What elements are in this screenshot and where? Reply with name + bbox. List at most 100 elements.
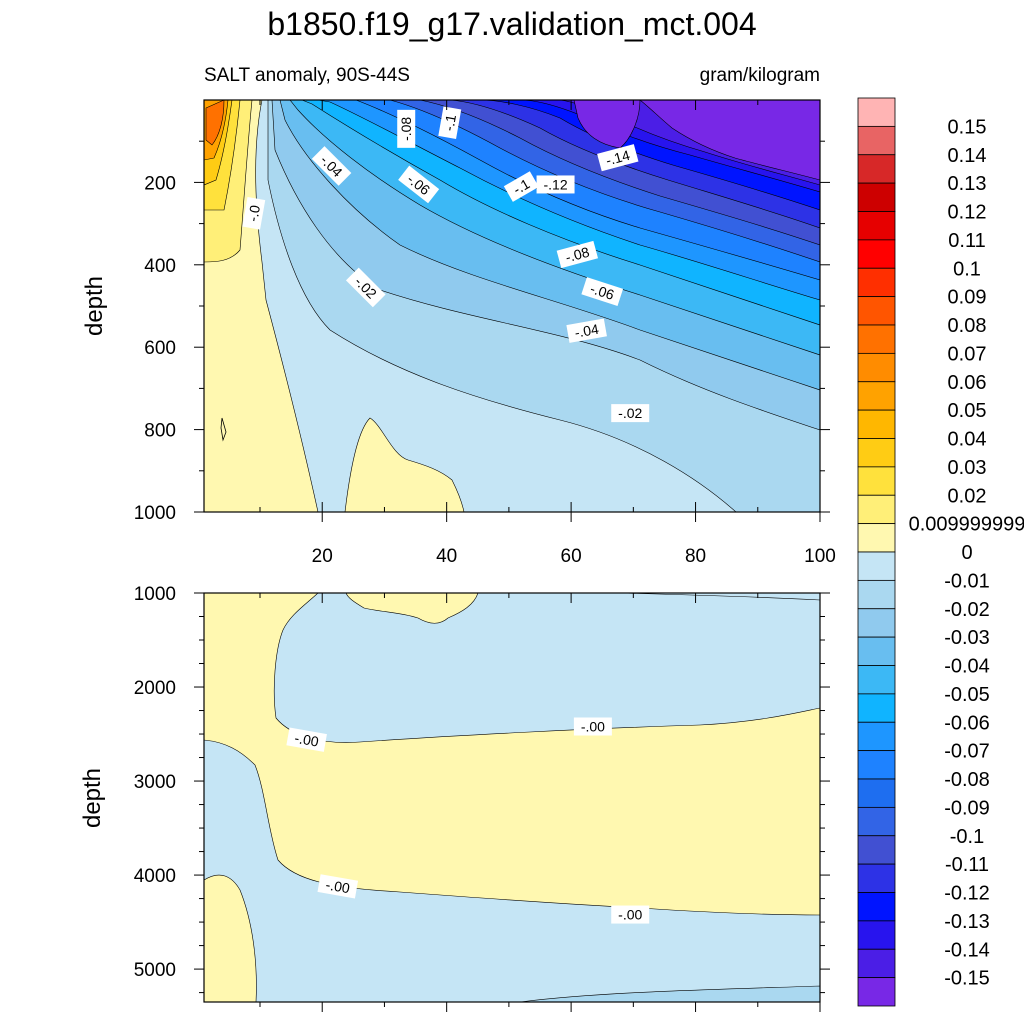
y-tick-label: 1000 [134,503,176,524]
contour-label: -.08 [397,109,416,148]
y-tick-label: 2000 [134,678,176,699]
colorbar-label: 0.009999999 [909,514,1024,536]
colorbar-swatch [857,267,896,298]
colorbar-swatch [857,239,896,269]
lower-depth-panel: -.00 -.00 -.00 -.00 1000 2000 3000 4000 5000 de… [79,584,830,1012]
lower-fill-zero-bottom [204,874,257,1002]
colorbar-swatch [857,665,896,695]
colorbar-swatch [857,381,896,411]
colorbar-label: -0.02 [944,599,990,621]
contour-label-box [438,106,462,139]
contour-label-text: -.1 [510,175,532,197]
y-tick-label: 600 [144,338,176,359]
colorbar-swatch [857,778,896,808]
colorbar-label: 0.15 [948,116,987,138]
contour-label-text: -.0 [244,204,263,223]
colorbar-label: 0.09 [948,287,987,309]
contour-label-text: -.06 [588,280,616,303]
y-tick-label: 200 [144,173,176,194]
chart-title: b1850.f19_g17.validation_mct.004 [267,6,756,42]
colorbar-swatch [857,125,896,156]
colorbar-swatch [857,863,896,893]
colorbar-swatch [857,551,896,581]
contour-label-text: -.00 [618,907,642,923]
colorbar-label: 0.04 [948,429,987,451]
contour-label-box [566,318,607,343]
contour-label-text: -.04 [573,321,600,341]
contour-label-box [345,267,386,308]
colorbar-label: -0.07 [944,741,990,763]
x-tick-label: 100 [804,546,836,567]
colorbar-swatch [857,523,896,553]
contour-label-box [242,196,266,230]
colorbar-swatch [857,466,896,496]
contour-label-box [611,905,650,924]
y-tick-label: 800 [144,421,176,442]
colorbar-label: -0.05 [944,684,990,706]
colorbar-label: -0.06 [944,712,990,734]
colorbar-swatch [857,636,896,666]
contour-label: -.06 [581,277,624,307]
colorbar-swatch [857,324,896,354]
fill-neg015 [639,100,820,181]
colorbar-swatch [857,892,896,922]
colorbar-label: -0.14 [944,939,990,961]
colorbar-swatch [857,352,896,383]
colorbar-label: -0.11 [945,854,989,876]
lower-fill-neg002 [519,985,820,1002]
upper-axis-ticks: 20 40 60 80 100 200 400 600 800 1000 [134,100,836,567]
contour-label-box [311,146,352,186]
colorbar-label: 0.05 [948,400,987,422]
colorbar-swatch [857,920,896,950]
contour-label: -.00 [317,874,359,899]
colorbar-label: -0.12 [944,883,990,905]
subtitle-units: gram/kilogram [700,65,820,86]
colorbar-label: 0.03 [948,457,987,479]
colorbar-label: 0 [961,542,972,564]
contour-label: -.14 [597,144,639,172]
lower-contour-labels: -.00 -.00 -.00 -.00 [286,717,650,924]
colorbar-label: -0.15 [944,968,990,990]
colorbar-label: 0.02 [948,485,987,507]
colorbar-label: 0.07 [948,343,987,365]
colorbar-label: -0.03 [944,627,990,649]
colorbar-swatch [857,721,896,752]
colorbar-swatch [857,608,896,638]
x-tick-label: 20 [312,546,333,567]
colorbar-swatch [857,154,896,184]
x-tick-label: 60 [561,546,582,567]
lower-fill-zero-blob [345,593,479,624]
y-tick-label: 3000 [134,772,176,793]
contour-label: -.12 [536,175,575,194]
colorbar-label: 0.11 [948,230,985,252]
colorbar-swatch [857,750,896,780]
contour-label-text: -.00 [325,876,352,896]
contour-label-box [536,175,575,194]
upper-contour-labels: -.08 -.1-.04-.06-.0-.14-.1 -.12-.08-.02 -.0… [242,106,650,423]
colorbar-swatch [857,438,896,468]
y-tick-label: 4000 [134,866,176,887]
colorbar-swatch [857,806,896,837]
contour-label: -.00 [611,905,650,924]
contour-label: -.00 [573,717,612,736]
contour-label-text: -.1 [440,113,459,132]
x-tick-label: 80 [685,546,706,567]
colorbar-label: 0.1 [953,258,981,280]
contour-label-box [317,874,359,899]
colorbar-swatch [857,494,896,525]
contour-label-box [503,171,539,202]
lower-fill-zero-band [204,593,820,916]
contour-label-box [398,165,440,204]
colorbar-label: 0.14 [948,145,987,167]
colorbar-label: -0.01 [944,570,990,592]
colorbar-label: 0.12 [948,202,987,224]
colorbar-swatch [857,977,896,1007]
fill-zero-blob [344,417,465,512]
contour-label: -.04 [566,318,607,343]
contour-label-text: -.02 [618,405,642,421]
subtitle-left: SALT anomaly, 90S-44S [204,65,410,86]
contour-label-box [397,109,416,148]
upper-y-axis-label: depth [81,276,108,336]
contour-label-box [581,277,624,307]
